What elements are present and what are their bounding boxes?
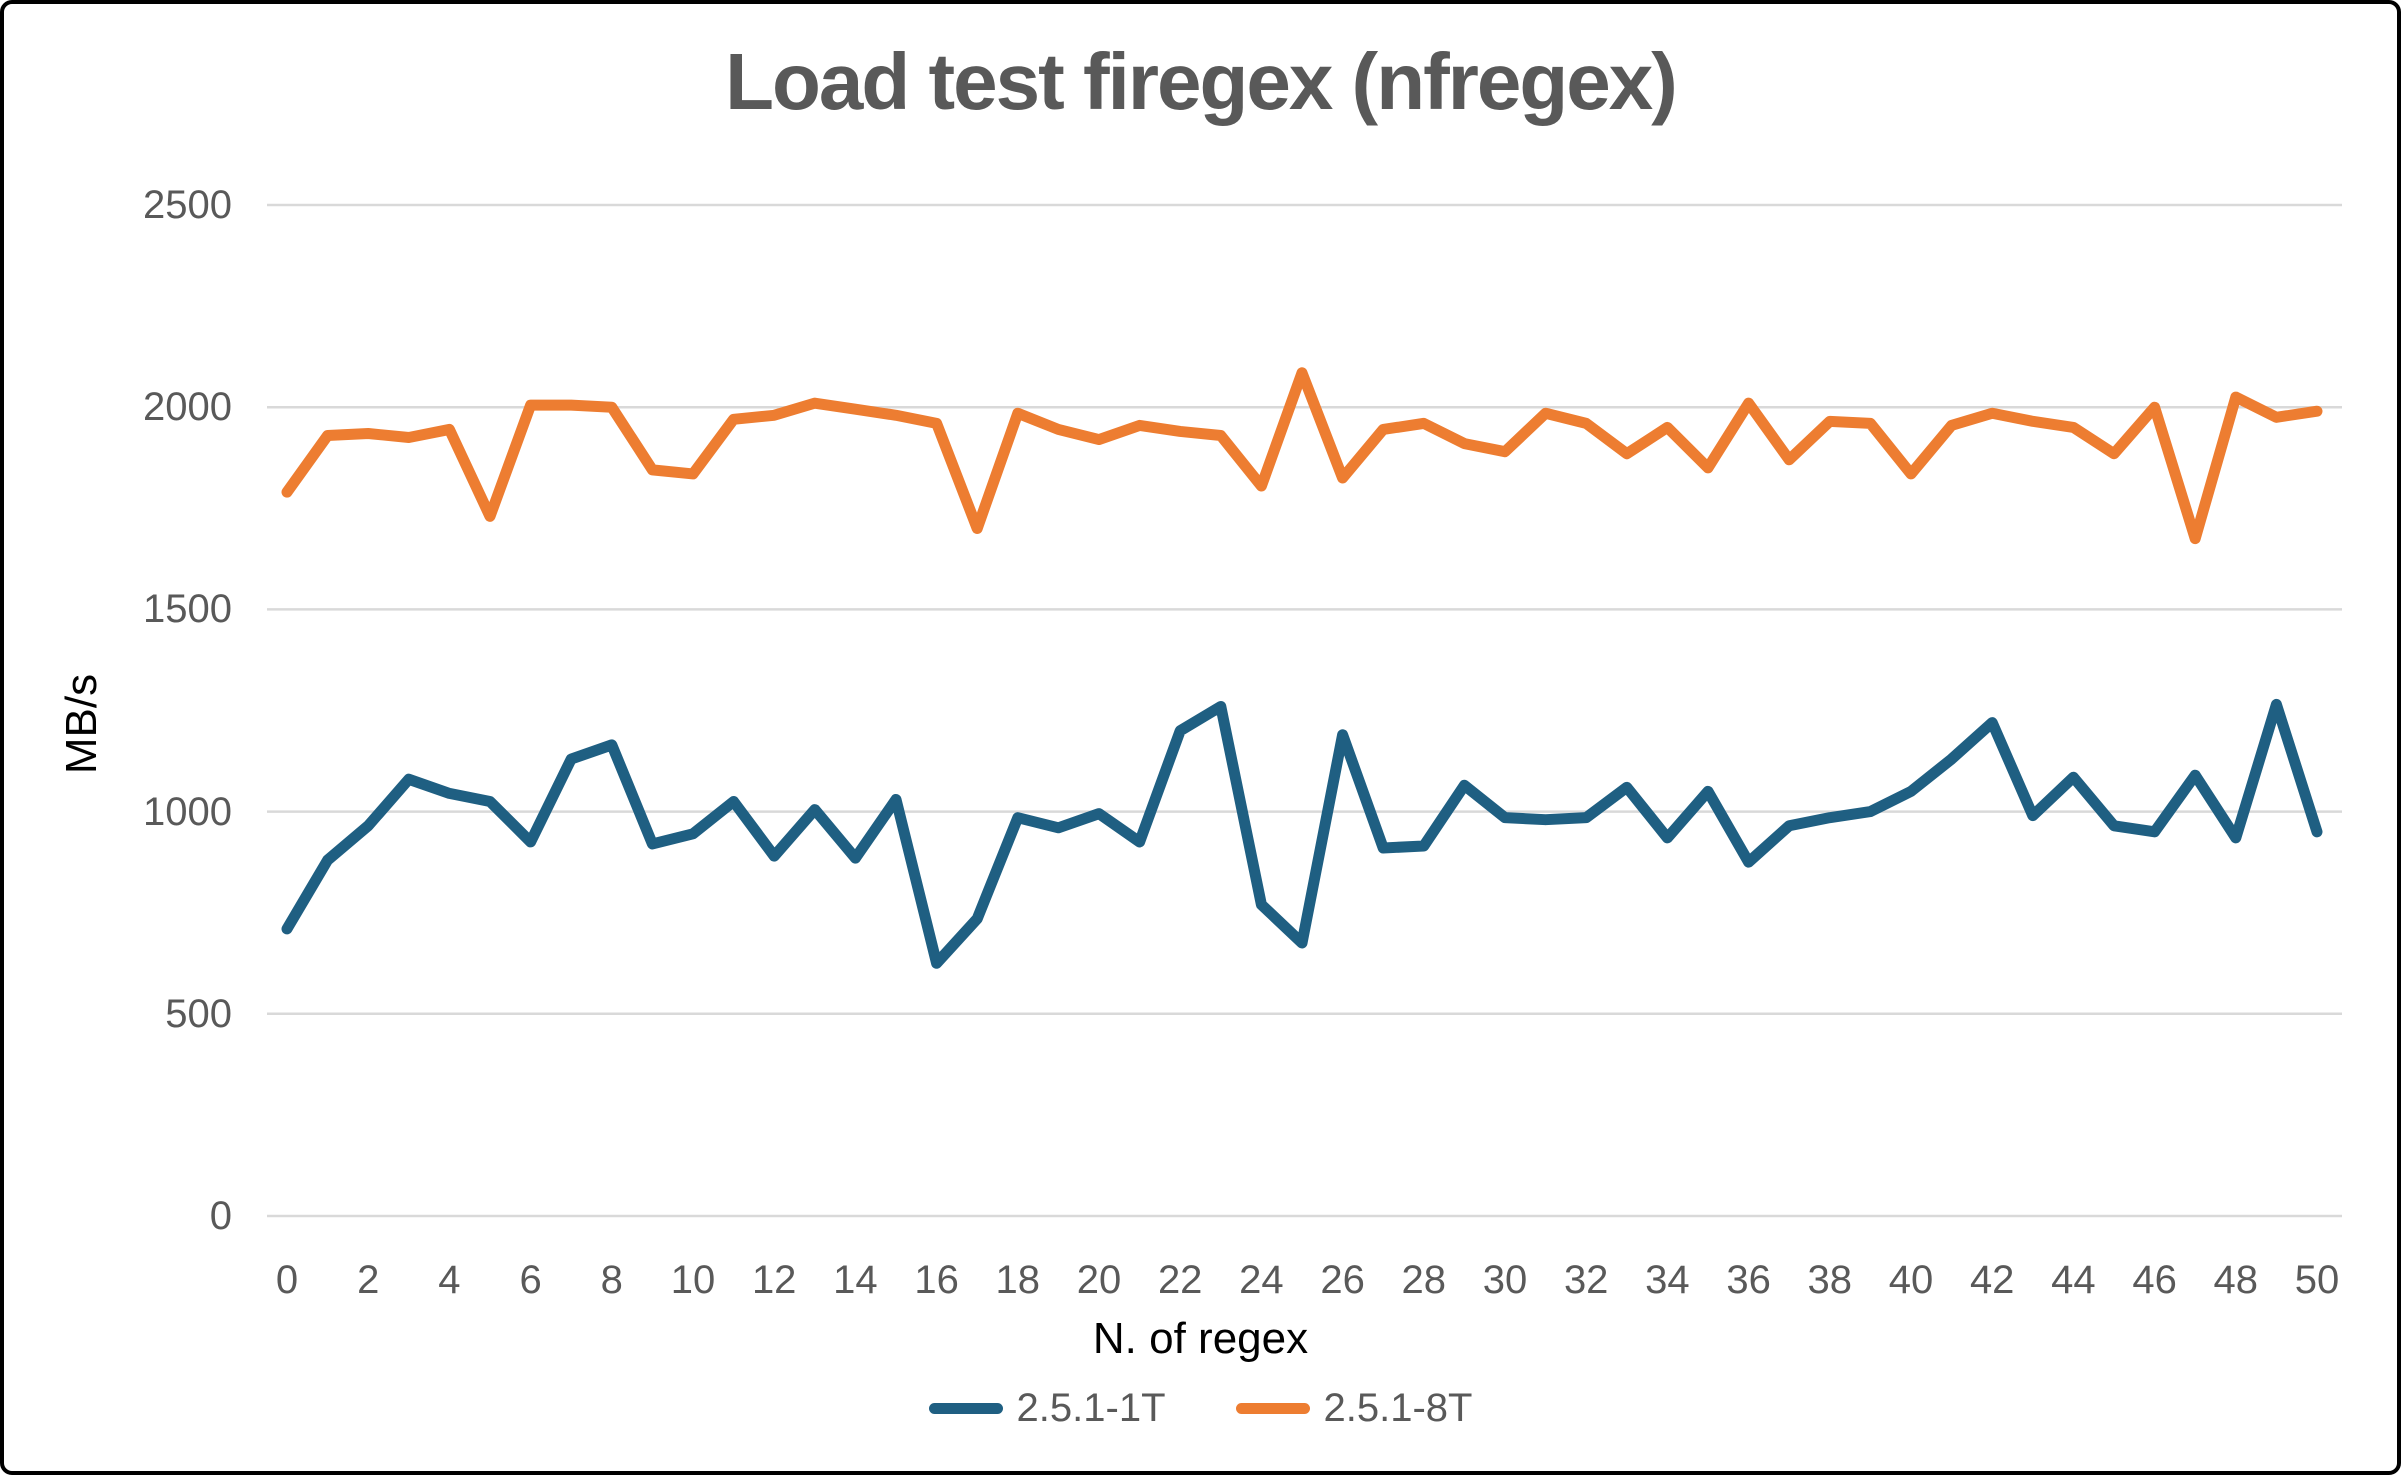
x-tick-label: 50 [2294, 1258, 2340, 1302]
x-tick-label: 6 [519, 1258, 542, 1302]
y-tick-label: 0 [209, 1194, 232, 1238]
legend: 2.5.1-1T 2.5.1-8T [4, 1386, 2397, 1431]
x-tick-label: 0 [275, 1258, 299, 1302]
x-tick-label: 38 [1807, 1258, 1853, 1302]
x-tick-label: 46 [2132, 1258, 2177, 1302]
series-line-2.5.1-1T [281, 698, 2323, 969]
x-axis-label: N. of regex [1092, 1314, 1309, 1363]
x-tick-label: 32 [1563, 1258, 1609, 1302]
x-tick-label: 44 [2051, 1258, 2096, 1302]
legend-item-1t: 2.5.1-1T [928, 1386, 1166, 1431]
x-tick-label: 14 [833, 1258, 878, 1302]
chart-title: Load test firegex (nfregex) [725, 37, 1678, 126]
x-tick-label: 48 [2213, 1258, 2259, 1302]
x-tick-label: 30 [1482, 1258, 1528, 1302]
legend-item-8t: 2.5.1-8T [1235, 1386, 1473, 1431]
x-tick-label: 8 [600, 1258, 623, 1302]
x-tick-label: 18 [995, 1258, 1041, 1302]
y-tick-label: 1500 [143, 587, 232, 632]
x-tick-label: 22 [1157, 1258, 1203, 1302]
x-tick-label: 34 [1645, 1258, 1690, 1302]
y-tick-label: 500 [165, 991, 232, 1036]
x-tick-label: 2 [357, 1258, 380, 1302]
plot-area [267, 203, 2342, 1218]
legend-label-1t: 2.5.1-1T [1016, 1386, 1166, 1430]
y-tick-label: 2000 [143, 385, 232, 430]
x-tick-label: 26 [1320, 1258, 1365, 1302]
x-tick-label: 16 [914, 1258, 959, 1302]
x-tick-label: 10 [670, 1258, 716, 1302]
x-tick-label: 28 [1401, 1258, 1447, 1302]
x-tick-label: 40 [1888, 1258, 1934, 1302]
x-tick-label: 20 [1076, 1258, 1122, 1302]
y-tick-label: 2500 [143, 183, 232, 227]
legend-swatch-1t [928, 1403, 1003, 1414]
legend-label-8t: 2.5.1-8T [1323, 1386, 1473, 1430]
x-tick-label: 12 [751, 1258, 797, 1302]
x-tick-label: 36 [1726, 1258, 1771, 1302]
series-line-2.5.1-8T [281, 367, 2323, 545]
legend-swatch-8t [1235, 1403, 1310, 1414]
x-tick-label: 42 [1969, 1258, 2015, 1302]
x-tick-label: 4 [438, 1258, 461, 1302]
x-tick-label: 24 [1239, 1258, 1284, 1302]
y-tick-label: 1000 [143, 789, 232, 834]
